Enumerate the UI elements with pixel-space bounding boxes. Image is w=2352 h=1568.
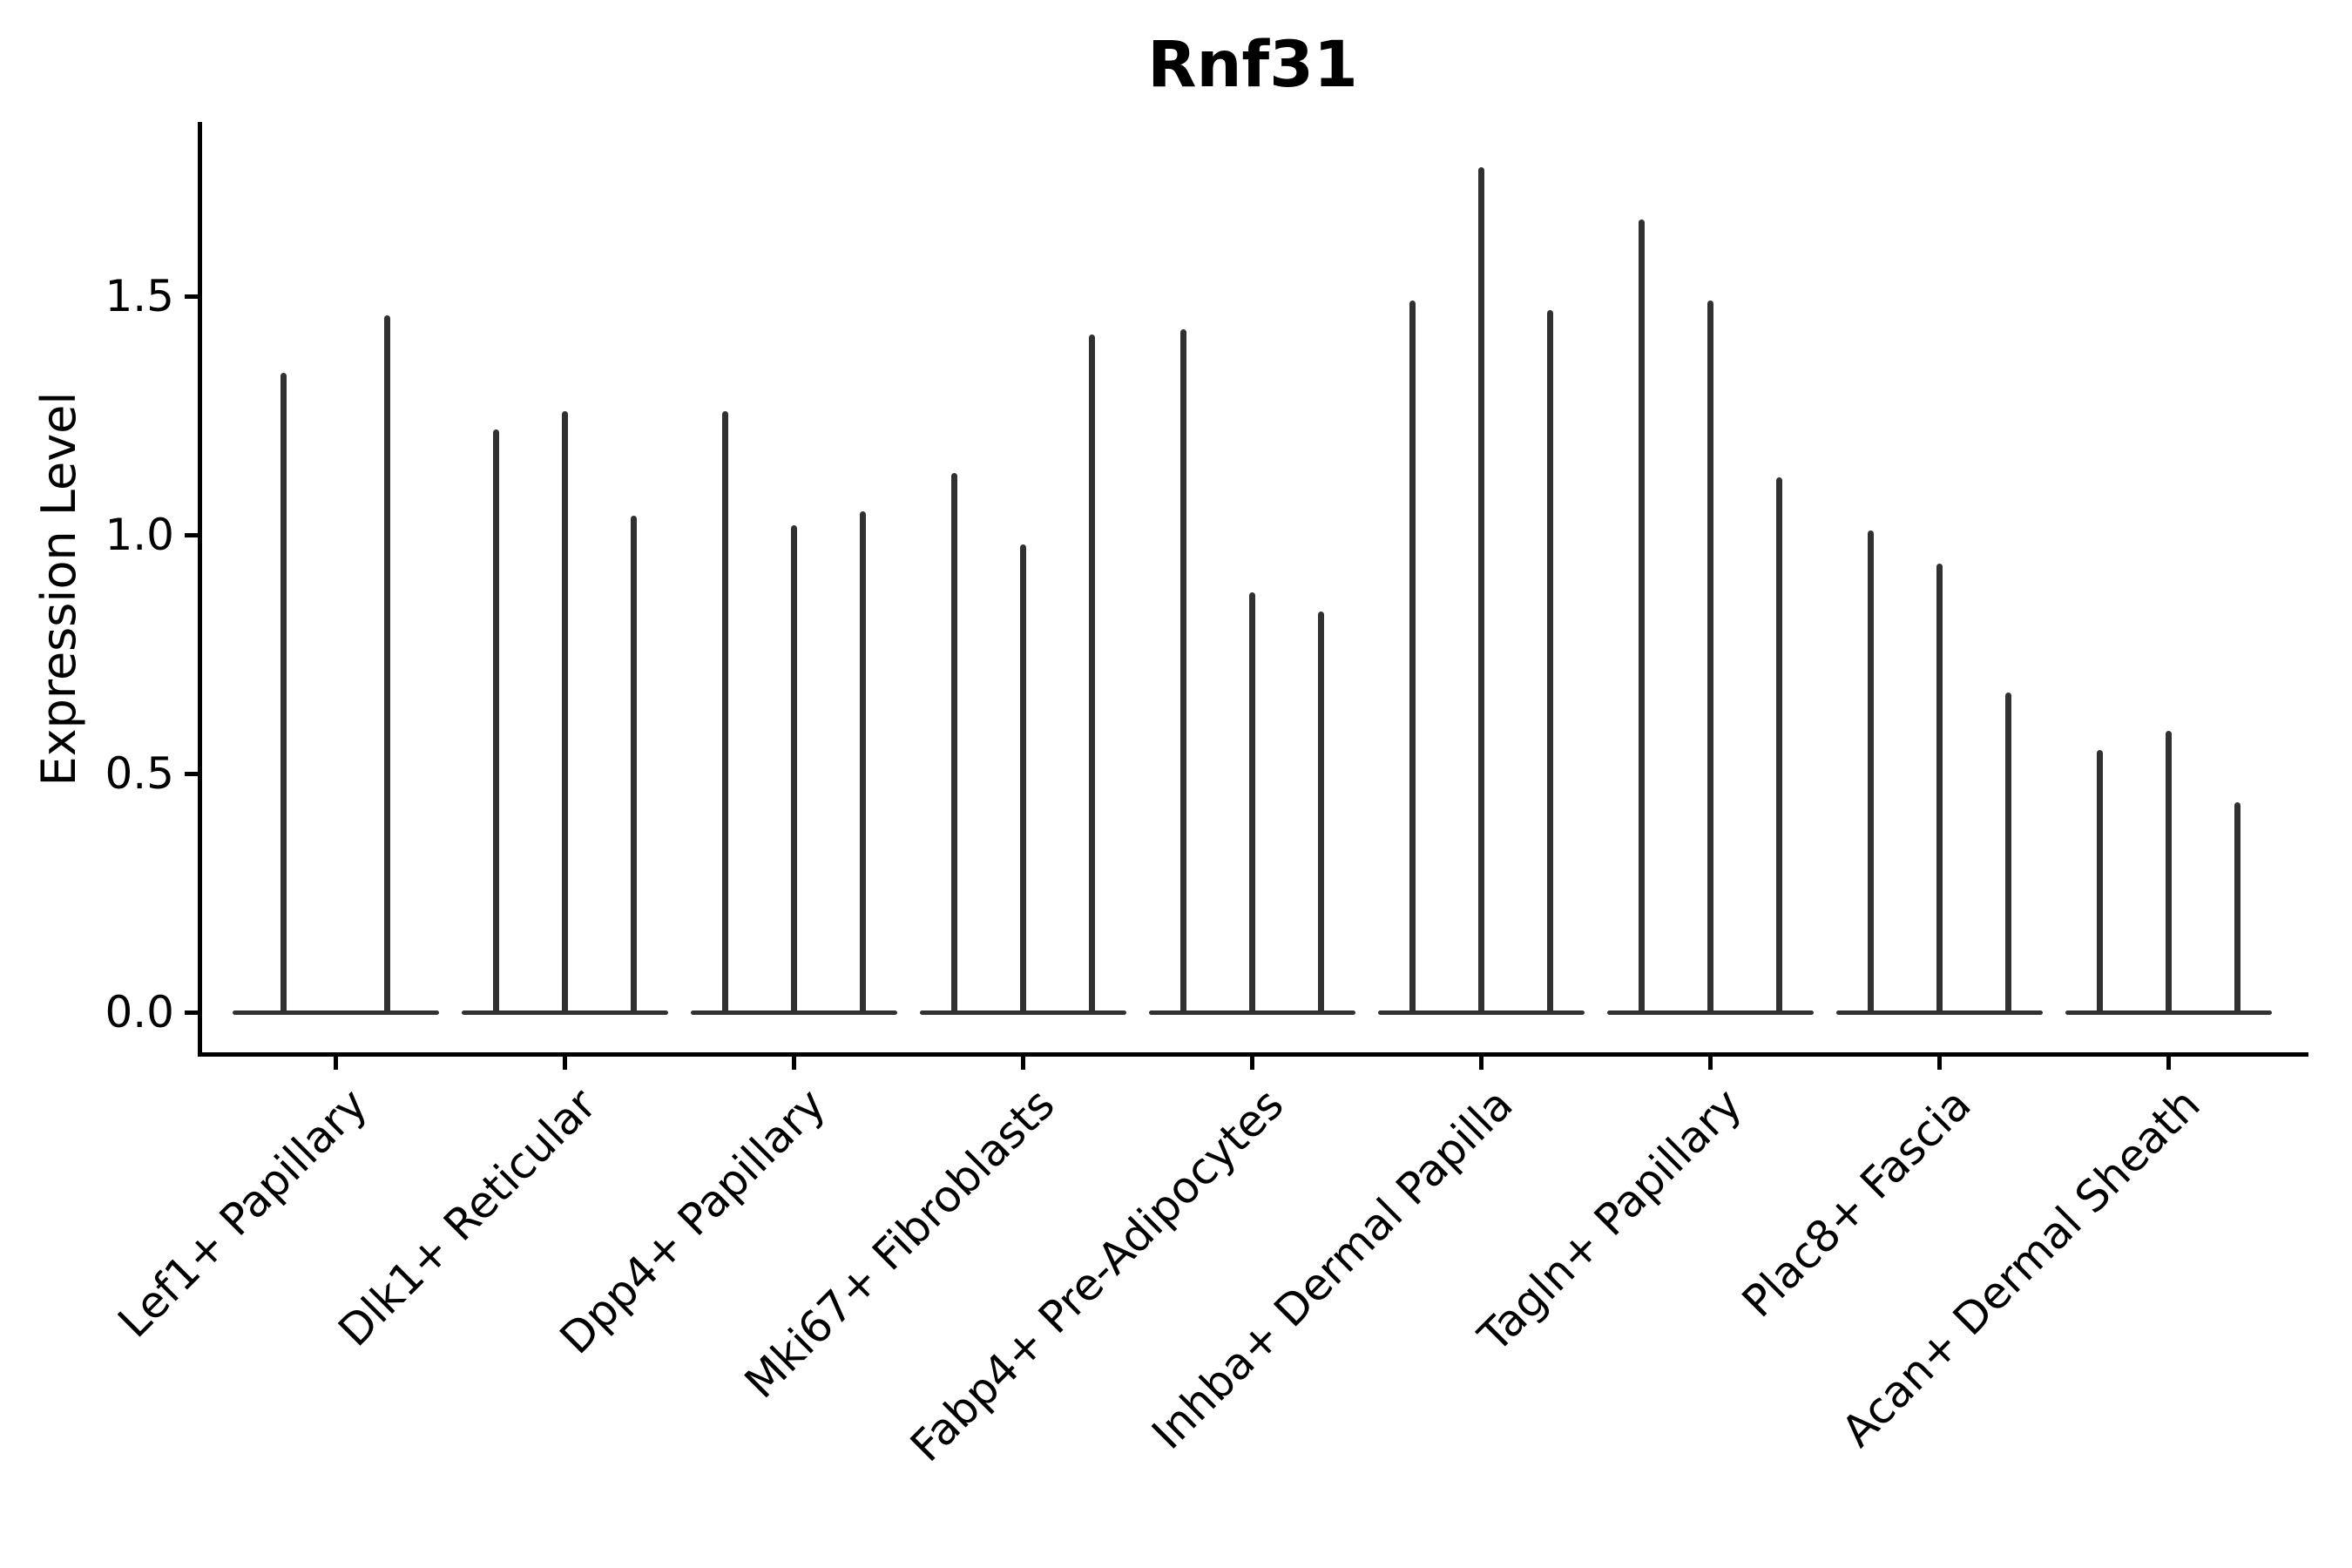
x-tick-label: Inhba+ Dermal Papilla — [1142, 1078, 1523, 1459]
violin-spike — [1936, 563, 1943, 1014]
x-tick — [1020, 1057, 1025, 1070]
x-tick — [1936, 1057, 1942, 1070]
y-tick-label: 1.0 — [105, 510, 174, 560]
violin-base — [232, 1010, 439, 1015]
x-tick — [562, 1057, 567, 1070]
violin-spike — [1248, 591, 1255, 1014]
violin-spike — [1775, 477, 1782, 1014]
violin-spike — [2234, 801, 2240, 1014]
x-tick-label: Plac8+ Fascia — [1732, 1078, 1981, 1328]
violin-spike — [859, 510, 866, 1014]
x-tick-label: Mki67+ Fibroblasts — [734, 1078, 1064, 1409]
x-tick — [1478, 1057, 1484, 1070]
x-tick — [1707, 1057, 1713, 1070]
violin-spike — [1088, 334, 1095, 1014]
violin-spike — [950, 472, 957, 1014]
y-tick-label: 1.5 — [105, 271, 174, 321]
y-tick — [185, 1010, 198, 1015]
x-tick — [791, 1057, 796, 1070]
x-axis-spine — [198, 1052, 2308, 1057]
x-tick-label: Acan+ Dermal Sheath — [1832, 1078, 2210, 1457]
violin-spike — [1867, 530, 1874, 1014]
x-tick-label: Dpp4+ Papillary — [550, 1078, 835, 1364]
y-tick — [185, 771, 198, 776]
x-tick-label: Fabp4+ Pre-Adipocytes — [901, 1078, 1294, 1472]
x-tick — [333, 1057, 338, 1070]
violin-spike — [383, 314, 390, 1014]
violin-spike — [2165, 730, 2172, 1014]
violin-spike — [280, 372, 287, 1014]
x-tick-label: Dlk1+ Reticular — [328, 1078, 606, 1356]
violin-spike — [1409, 301, 1416, 1014]
x-tick-label: Tagln+ Papillary — [1469, 1078, 1752, 1362]
y-tick-label: 0.5 — [105, 748, 174, 799]
violin-spike — [492, 429, 499, 1014]
y-tick-label: 0.0 — [105, 987, 174, 1037]
violin-spike — [630, 516, 637, 1014]
chart-title: Rnf31 — [1147, 28, 1358, 102]
violin-spike — [1317, 611, 1324, 1014]
violin-spike — [790, 525, 797, 1014]
violin-spike — [1707, 301, 1713, 1014]
violin-spike — [1477, 167, 1484, 1014]
y-axis-spine — [198, 122, 202, 1057]
violin-spike — [1019, 544, 1026, 1014]
violin-spike — [1546, 310, 1553, 1014]
x-tick — [2166, 1057, 2171, 1070]
violin-spike — [1179, 329, 1186, 1014]
violin-spike — [2096, 749, 2103, 1014]
violin-spike — [2004, 692, 2011, 1014]
violin-spike — [721, 410, 728, 1014]
y-tick — [185, 532, 198, 537]
x-tick — [1249, 1057, 1254, 1070]
y-axis-label: Expression Level — [31, 391, 86, 787]
violin-spike — [561, 410, 568, 1014]
y-tick — [185, 294, 198, 299]
violin-spike — [1638, 220, 1645, 1014]
